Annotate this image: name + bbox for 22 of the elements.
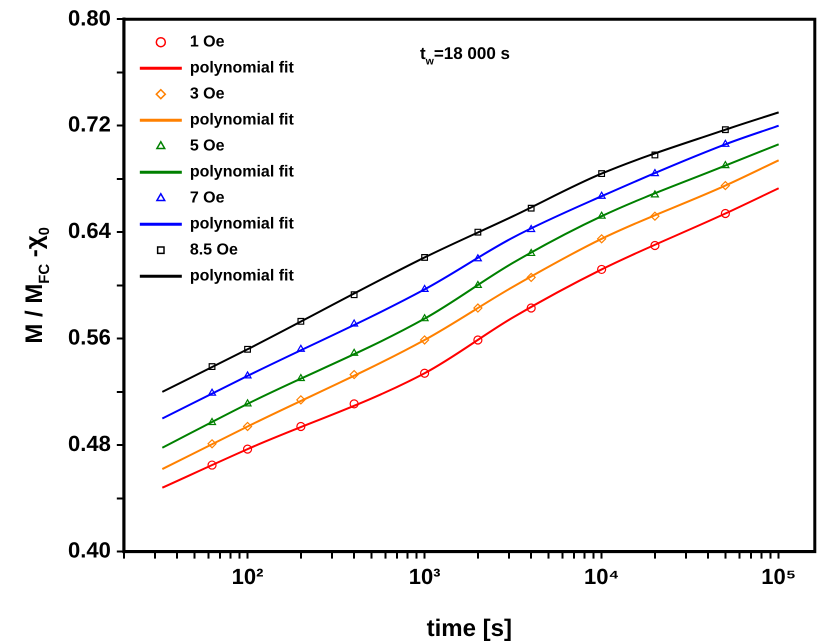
legend-label: 1 Oe [190, 34, 225, 51]
legend-label: 3 Oe [190, 86, 225, 103]
legend-label: polynomial fit [190, 268, 294, 285]
y-axis-title: M / MFC -χ0 [21, 227, 54, 344]
legend-label: polynomial fit [190, 60, 294, 77]
y-tick-label: 0.40 [68, 538, 111, 563]
legend-label: 8.5 Oe [190, 242, 238, 259]
y-tick-label: 0.80 [68, 5, 111, 30]
y-tick-label: 0.64 [68, 218, 112, 244]
x-tick-label: 10³ [408, 564, 440, 589]
y-tick-label: 0.56 [68, 324, 111, 350]
x-axis-title: time [s] [426, 615, 512, 642]
legend-label: polynomial fit [190, 112, 294, 129]
legend-label: polynomial fit [190, 164, 294, 181]
y-tick-label: 0.48 [68, 431, 111, 456]
x-tick-label: 10⁵ [761, 564, 796, 589]
y-tick-label: 0.72 [68, 112, 111, 137]
legend-label: polynomial fit [190, 216, 294, 233]
x-tick-label: 10⁴ [584, 564, 620, 589]
legend-label: 7 Oe [190, 190, 225, 207]
x-tick-label: 10² [232, 564, 264, 589]
legend-label: 5 Oe [190, 138, 225, 155]
